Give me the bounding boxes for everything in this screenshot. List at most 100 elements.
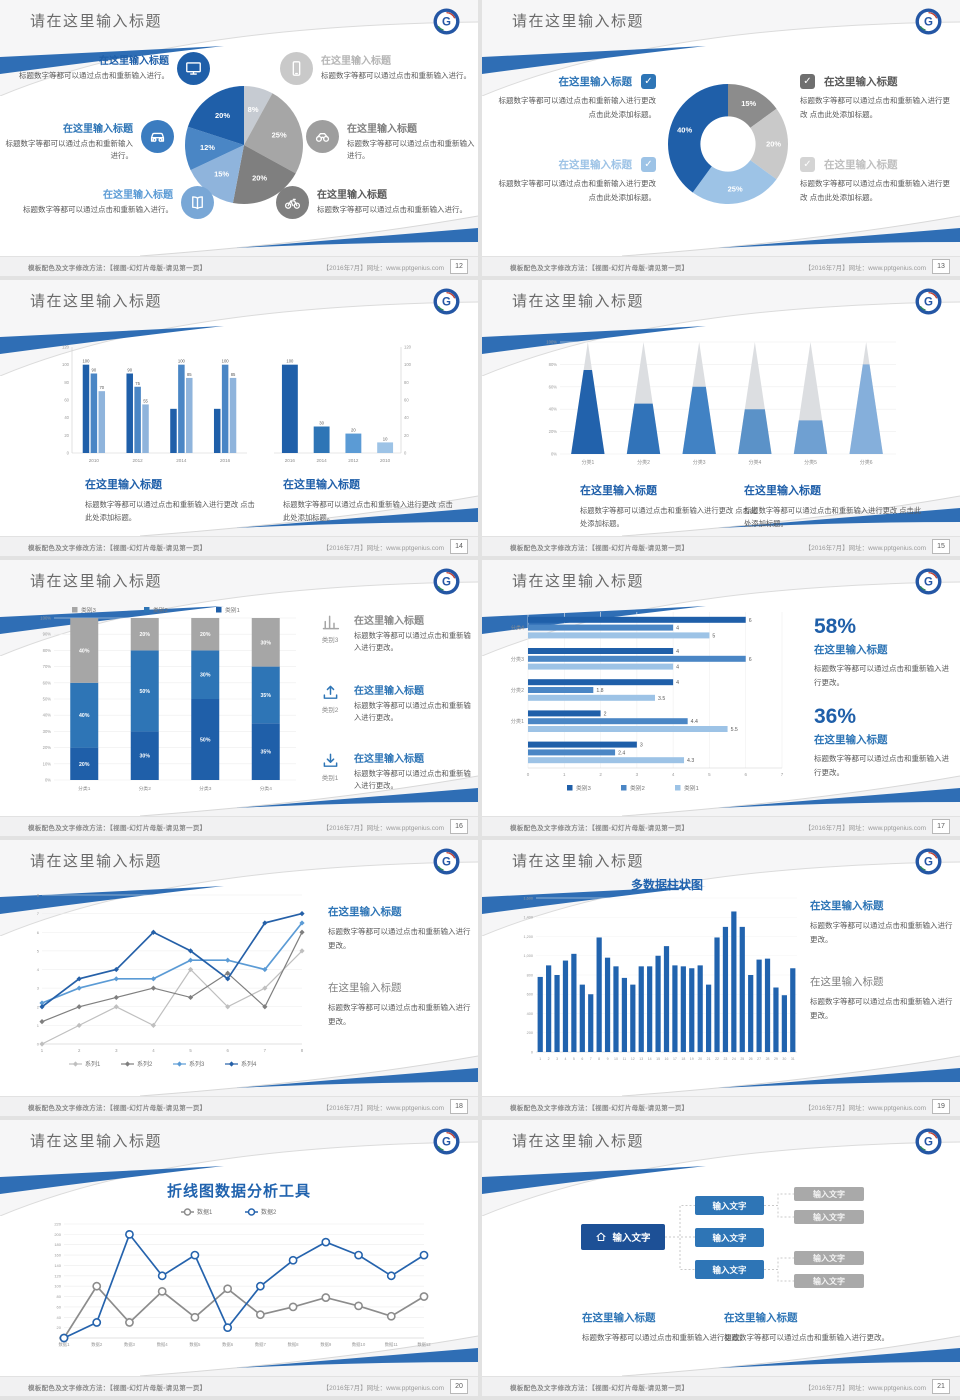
slide-footer: 模板配色及文字修改方法：【视图-幻灯片母版-请见第一页】 【2016年7月】网址：…	[0, 256, 478, 276]
footer-left-text: 模板配色及文字修改方法：【视图-幻灯片母版-请见第一页】	[510, 264, 689, 272]
svg-text:6: 6	[744, 772, 747, 777]
svg-text:数据2: 数据2	[91, 1341, 103, 1348]
school-logo-icon: G	[915, 568, 942, 595]
svg-text:系列3: 系列3	[189, 1060, 205, 1068]
svg-text:100: 100	[62, 362, 70, 367]
svg-text:3: 3	[115, 1048, 118, 1053]
svg-text:0%: 0%	[551, 452, 557, 457]
school-logo-icon: G	[433, 568, 460, 595]
chart-title: 折线图数据分析工具	[166, 1183, 311, 1200]
block-title: 在这里输入标题	[724, 1312, 798, 1324]
svg-text:120: 120	[62, 345, 70, 350]
category-item: 类别3 在这里输入标题 标题数字等都可以通过点击和重新输入进行更改。	[315, 612, 473, 655]
svg-text:4: 4	[676, 626, 679, 632]
org-root-node[interactable]: 输入文字	[581, 1224, 665, 1250]
checkbox-icon[interactable]: ✓	[641, 157, 656, 172]
svg-text:100: 100	[222, 359, 230, 364]
page-number: 18	[450, 1099, 468, 1114]
block-body: 标题数字等都可以通过点击和重新输入进行更改。	[724, 1333, 889, 1342]
block-body: 标题数字等都可以通过点击和重新输入进行更改。	[328, 1003, 471, 1026]
svg-text:5: 5	[712, 633, 715, 639]
stat-percentage: 58%	[814, 615, 857, 638]
svg-text:6: 6	[37, 930, 40, 935]
org-mid-node[interactable]: 输入文字	[695, 1228, 764, 1247]
svg-text:0: 0	[67, 451, 70, 456]
svg-text:数据7: 数据7	[255, 1341, 267, 1348]
svg-text:分类4: 分类4	[511, 624, 524, 632]
footer-right-text: 【2016年7月】网址：www.pptgenius.com	[322, 264, 444, 272]
svg-text:10: 10	[614, 1057, 618, 1061]
bottom-swoosh	[0, 212, 478, 256]
check-title: 在这里输入标题	[558, 76, 633, 88]
bottom-swoosh	[482, 492, 960, 536]
check-title: 在这里输入标题	[824, 159, 898, 171]
info-body: 标题数字等都可以通过点击和重新输入进行。	[5, 139, 134, 161]
block-title: 在这里输入标题	[283, 479, 360, 491]
car-icon	[141, 120, 174, 153]
info-item: 在这里输入标题 标题数字等都可以通过点击和重新输入进行。	[280, 52, 472, 85]
text-block: 在这里输入标题 标题数字等都可以通过点击和重新输入进行更改 点击此处添加标题。	[85, 476, 260, 524]
check-block: ✓ 在这里输入标题 标题数字等都可以通过点击和重新输入进行更改 点击此处添加标题。	[800, 74, 952, 121]
header-swoosh	[482, 0, 960, 96]
checkbox-icon[interactable]: ✓	[641, 74, 656, 89]
org-mid-node[interactable]: 输入文字	[695, 1196, 764, 1215]
block-title: 在这里输入标题	[328, 906, 402, 918]
info-title: 在这里输入标题	[103, 190, 173, 201]
svg-text:6: 6	[581, 1057, 583, 1061]
header-swoosh	[482, 1120, 960, 1216]
header-swoosh	[0, 840, 478, 936]
svg-text:20%: 20%	[252, 174, 267, 183]
org-leaf-node[interactable]: 输入文字	[794, 1251, 864, 1265]
svg-text:5: 5	[37, 948, 40, 953]
svg-text:30%: 30%	[140, 754, 151, 760]
info-item: 在这里输入标题 标题数字等都可以通过点击和重新输入进行。	[306, 120, 476, 163]
svg-text:40%: 40%	[549, 407, 558, 412]
svg-text:1,400: 1,400	[523, 916, 533, 920]
svg-text:6: 6	[749, 657, 752, 663]
svg-text:8: 8	[598, 1057, 600, 1061]
svg-text:G: G	[924, 1137, 933, 1149]
single-bar-chart: 0 20 40 60 80 100 120 100 2016 30 2014 20 2012 10 2010	[268, 338, 418, 466]
svg-text:23: 23	[723, 1057, 727, 1061]
school-logo-icon: G	[433, 1128, 460, 1155]
footer-left-text: 模板配色及文字修改方法：【视图-幻灯片母版-请见第一页】	[510, 1384, 689, 1392]
svg-text:2010: 2010	[89, 458, 100, 463]
slide-title: 请在这里输入标题	[30, 293, 163, 310]
svg-text:2: 2	[37, 1004, 40, 1009]
footer-left-text: 模板配色及文字修改方法：【视图-幻灯片母版-请见第一页】	[28, 1384, 207, 1392]
school-logo-icon: G	[433, 8, 460, 35]
info-title: 在这里输入标题	[321, 56, 391, 67]
svg-text:2012: 2012	[348, 458, 359, 463]
svg-text:1: 1	[563, 772, 566, 777]
svg-text:24: 24	[732, 1057, 736, 1061]
bicycle-icon	[276, 186, 309, 219]
svg-text:100: 100	[54, 1284, 61, 1289]
checkbox-icon[interactable]: ✓	[800, 157, 815, 172]
svg-text:数据1: 数据1	[59, 1341, 71, 1348]
svg-text:12: 12	[631, 1057, 635, 1061]
page-number: 19	[932, 1099, 950, 1114]
bottom-swoosh	[482, 1332, 960, 1376]
org-leaf-node[interactable]: 输入文字	[794, 1274, 864, 1288]
svg-text:18: 18	[681, 1057, 685, 1061]
checkbox-icon[interactable]: ✓	[800, 74, 815, 89]
svg-text:120: 120	[404, 345, 412, 350]
org-leaf-node[interactable]: 输入文字	[794, 1187, 864, 1201]
info-body: 标题数字等都可以通过点击和重新输入进行。	[317, 205, 467, 214]
info-item: 在这里输入标题 标题数字等都可以通过点击和重新输入进行。	[18, 52, 210, 85]
block-body: 标题数字等都可以通过点击和重新输入进行更改。	[810, 921, 953, 944]
svg-text:21: 21	[707, 1057, 711, 1061]
page-number: 13	[932, 259, 950, 274]
svg-text:系列1: 系列1	[85, 1060, 101, 1068]
svg-text:40%: 40%	[79, 648, 90, 654]
svg-text:类别1: 类别1	[225, 606, 240, 614]
svg-text:26: 26	[749, 1057, 753, 1061]
book-icon	[181, 186, 214, 219]
svg-text:20: 20	[57, 1325, 62, 1330]
svg-text:4: 4	[676, 680, 679, 686]
org-leaf-node[interactable]: 输入文字	[794, 1210, 864, 1224]
footer-left-text: 模板配色及文字修改方法：【视图-幻灯片母版-请见第一页】	[28, 544, 207, 552]
org-mid-node[interactable]: 输入文字	[695, 1260, 764, 1279]
svg-text:80: 80	[64, 380, 69, 385]
svg-text:1.8: 1.8	[596, 688, 603, 694]
